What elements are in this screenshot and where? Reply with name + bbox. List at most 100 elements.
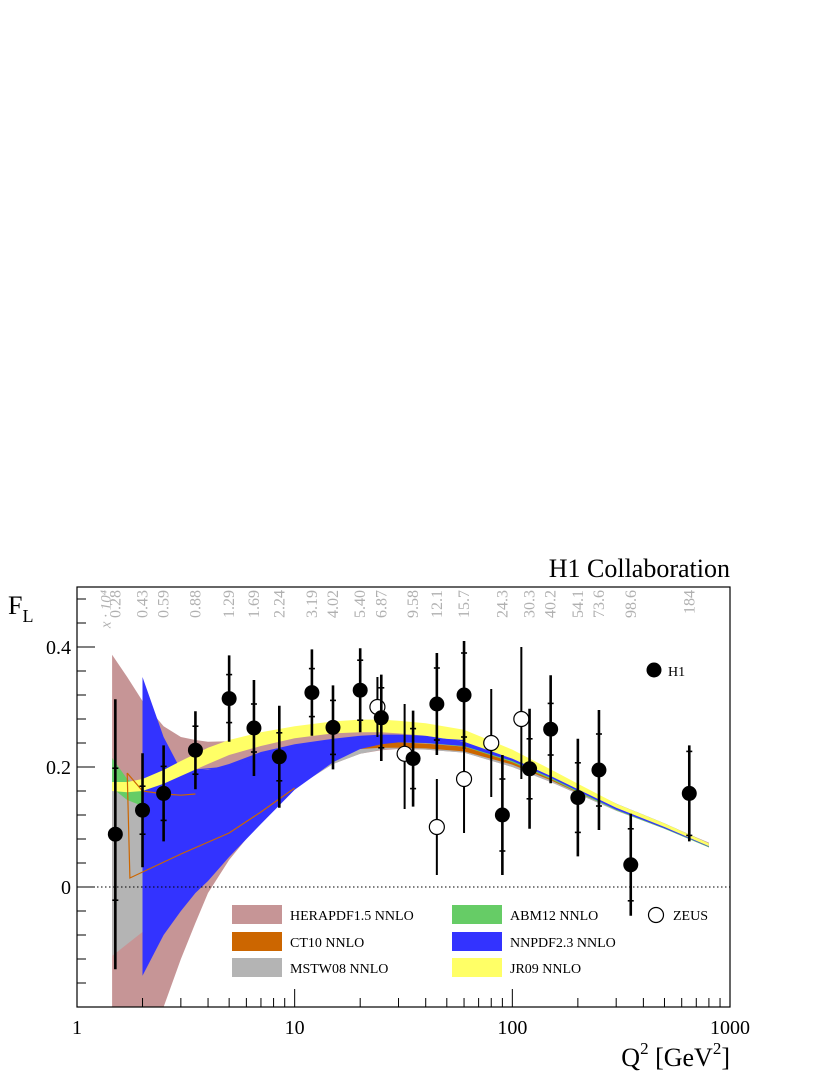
y-tick-label: 0 — [61, 877, 71, 899]
h1-point — [522, 708, 538, 829]
x-value-label: 1.29 — [221, 590, 238, 618]
h1-marker — [681, 785, 697, 801]
h1-point — [221, 655, 237, 742]
h1-point — [135, 753, 151, 868]
legend-h1-label: H1 — [668, 665, 685, 680]
zeus-marker — [428, 818, 445, 836]
legend-label: ABM12 NNLO — [510, 909, 598, 924]
h1-marker — [107, 826, 123, 842]
plot-frame — [76, 586, 731, 1008]
x-value-label: 0.28 — [107, 590, 124, 618]
x-tick-label: 1 — [72, 1017, 82, 1039]
x-axis-label-sup: 2 — [640, 1039, 649, 1058]
legend-label: JR09 NNLO — [510, 962, 581, 977]
y-tick-label: 0.4 — [46, 637, 71, 659]
x-value-label: 5.40 — [352, 590, 369, 618]
h1-point — [494, 755, 510, 875]
h1-point — [681, 745, 697, 842]
x-value-label: 6.87 — [373, 590, 390, 618]
x-scale-header: x · 10⁴ — [98, 590, 114, 629]
h1-marker — [373, 710, 389, 726]
legend-swatch — [452, 905, 502, 924]
x-tick-label: 100 — [497, 1017, 527, 1039]
h1-marker — [156, 785, 172, 801]
x-tick-label: 10 — [285, 1017, 305, 1039]
y-axis-label-sub: L — [22, 606, 33, 626]
zeus-marker — [455, 770, 473, 788]
x-value-label: 2.24 — [271, 590, 288, 618]
legend-item-nnpdf2-3-nnlo: NNPDF2.3 NNLO — [452, 932, 616, 951]
h1-point — [304, 649, 320, 736]
h1-point — [591, 710, 607, 830]
h1-point — [429, 653, 445, 755]
h1-marker — [352, 682, 368, 698]
h1-marker — [429, 696, 445, 712]
h1-point — [373, 674, 389, 761]
x-value-label: 12.1 — [429, 590, 446, 618]
h1-marker — [221, 691, 237, 707]
h1-marker — [456, 687, 472, 703]
h1-point — [187, 711, 203, 790]
legend-swatch — [452, 932, 502, 951]
y-axis-label-main: F — [8, 591, 22, 620]
zeus-point — [483, 689, 500, 797]
legend-swatch — [452, 958, 502, 977]
legend-swatch — [232, 958, 282, 977]
outline-line-3 — [195, 735, 465, 771]
x-value-label: 15.7 — [456, 590, 473, 618]
x-value-label: 54.1 — [570, 590, 587, 618]
x-value-label: 73.6 — [591, 590, 608, 618]
x-axis-label-main: Q — [621, 1043, 640, 1072]
h1-marker — [543, 721, 559, 737]
h1-marker — [405, 751, 421, 767]
h1-point — [543, 675, 559, 784]
x-axis-label-unit-close: ] — [721, 1043, 730, 1072]
x-value-label: 1.69 — [246, 590, 263, 618]
legend-item-mstw08-nnlo: MSTW08 NNLO — [232, 958, 388, 977]
h1-point — [570, 738, 586, 857]
h1-point — [352, 648, 368, 733]
data-points — [107, 641, 697, 970]
h1-point — [156, 745, 172, 842]
x-value-label: 0.43 — [135, 590, 152, 618]
zeus-point — [428, 779, 445, 875]
x-value-label: 4.02 — [325, 590, 342, 618]
x-value-label: 184 — [681, 590, 698, 614]
h1-marker — [325, 719, 341, 735]
x-value-label: 0.59 — [156, 590, 173, 618]
x-value-label: 24.3 — [494, 590, 511, 618]
legend-item-zeus: ZEUS — [647, 906, 708, 924]
zeus-marker — [513, 710, 530, 728]
h1-point — [405, 710, 421, 807]
y-axis-label: FL — [8, 591, 33, 626]
x-value-label: 9.58 — [405, 590, 422, 618]
h1-marker — [271, 749, 287, 765]
x-value-label: 0.88 — [187, 590, 204, 618]
h1-marker — [494, 807, 510, 823]
zeus-point — [455, 731, 473, 833]
h1-marker — [304, 685, 320, 701]
outline-line-1 — [126, 772, 296, 879]
legend-zeus-marker — [647, 906, 665, 924]
legend-swatch — [232, 905, 282, 924]
h1-point — [107, 699, 123, 970]
x-axis-label-unit: [GeV — [649, 1043, 713, 1072]
legend-item-ct10-nnlo: CT10 NNLO — [232, 932, 364, 951]
zeus-marker — [483, 734, 500, 752]
legend-label: CT10 NNLO — [290, 936, 364, 951]
x-tick-label: 1000 — [710, 1017, 750, 1039]
h1-marker — [135, 802, 151, 818]
h1-marker — [591, 762, 607, 778]
legend-item-herapdf1-5-nnlo: HERAPDF1.5 NNLO — [232, 905, 414, 924]
h1-marker — [187, 742, 203, 758]
h1-point — [246, 680, 262, 776]
legend: H1 HERAPDF1.5 NNLO CT10 NNLO MSTW08 NNLO ABM… — [232, 662, 708, 977]
axes: 1 10 100 1000 0 0.2 0.4 — [46, 586, 750, 1039]
h1-point — [456, 641, 472, 749]
x-axis-label-unit-sup: 2 — [713, 1039, 722, 1058]
h1-marker — [570, 790, 586, 806]
x-value-label: 40.2 — [543, 590, 560, 618]
legend-h1-marker — [646, 662, 662, 678]
x-value-label: 30.3 — [522, 590, 539, 618]
